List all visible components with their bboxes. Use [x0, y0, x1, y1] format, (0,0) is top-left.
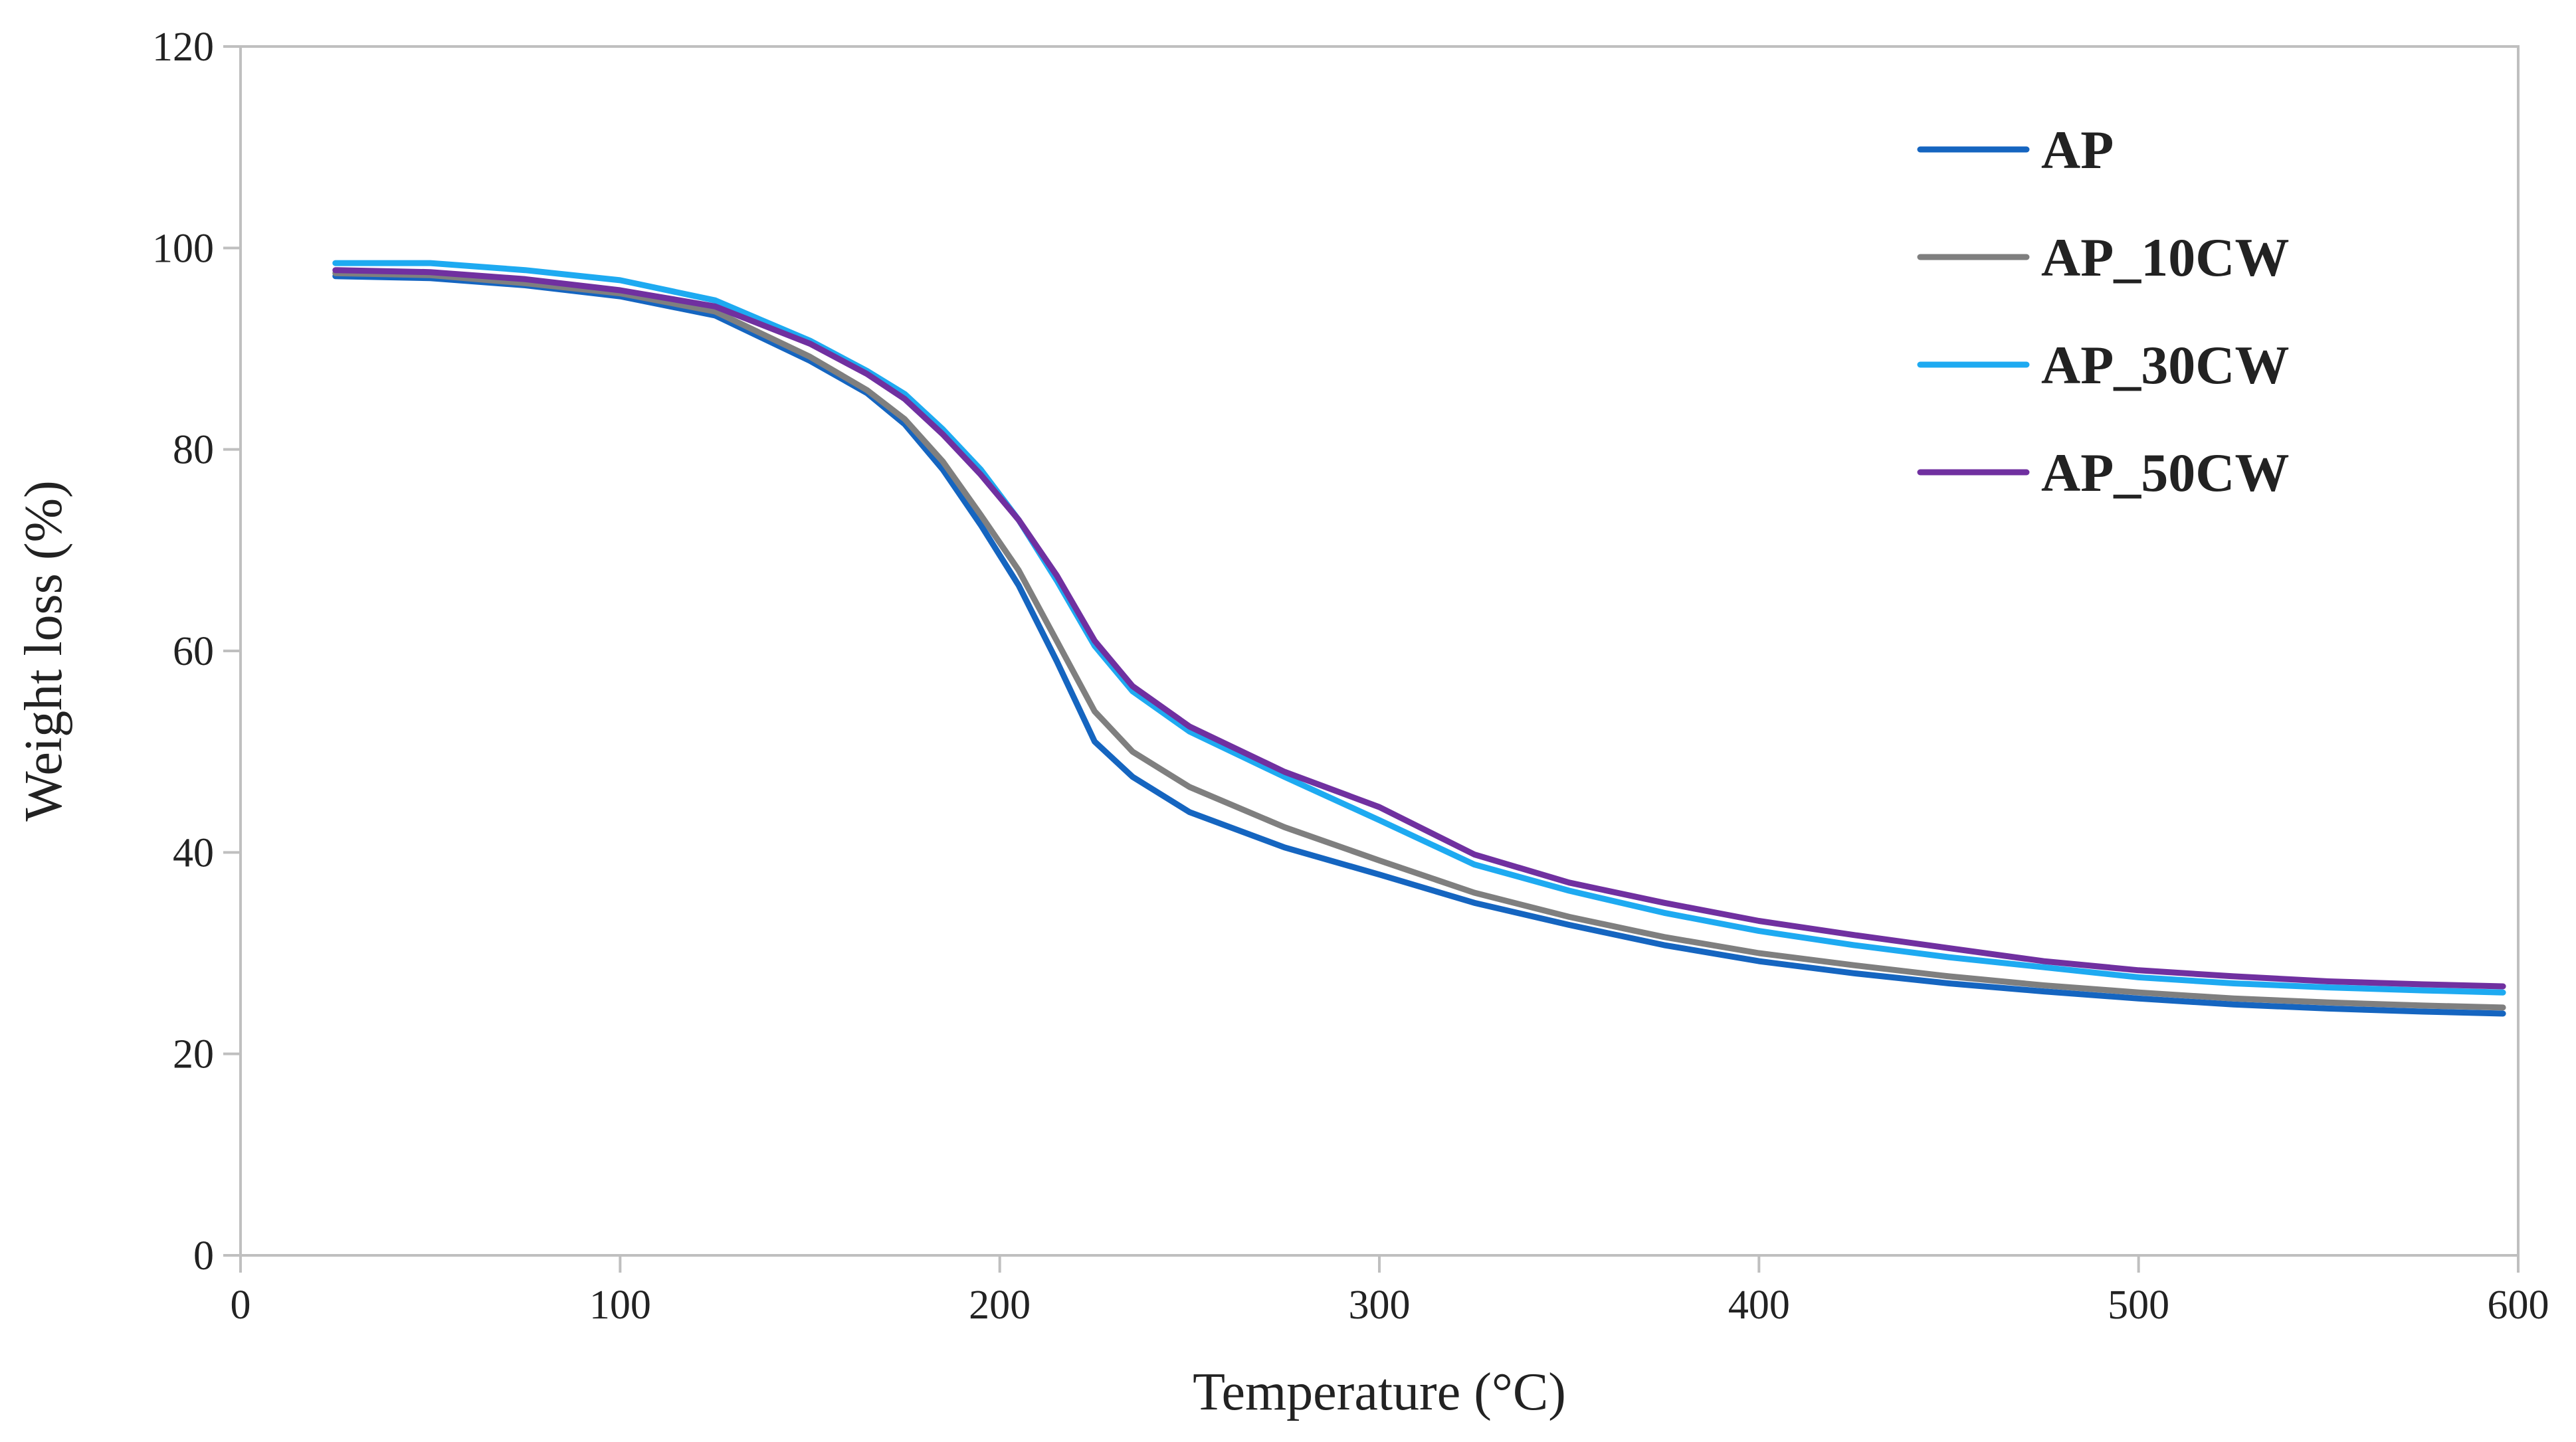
x-tick-label: 500: [2108, 1283, 2169, 1328]
legend-label: AP: [2041, 120, 2114, 180]
series-line-ap-50cw: [332, 267, 2506, 990]
y-tick-label: 20: [173, 1032, 214, 1077]
y-tick-label: 0: [193, 1233, 214, 1279]
legend-label: AP_30CW: [2041, 335, 2290, 395]
x-tick-label: 100: [589, 1283, 651, 1328]
x-axis: 0 100 200 300 400 500 600: [231, 1255, 2549, 1328]
legend: AP AP_10CW AP_30CW AP_50CW: [1917, 120, 2290, 503]
series-line-ap-10cw: [332, 270, 2506, 1011]
x-tick-label: 200: [969, 1283, 1031, 1328]
series-line-ap: [332, 273, 2506, 1017]
y-tick-label: 100: [152, 226, 214, 271]
x-tick-label: 600: [2488, 1283, 2549, 1328]
y-tick-label: 60: [173, 629, 214, 674]
y-axis-title: Weight loss (%): [15, 480, 73, 821]
y-tick-label: 40: [173, 830, 214, 875]
legend-label: AP_10CW: [2041, 227, 2290, 288]
series-lines: [332, 260, 2506, 1017]
legend-label: AP_50CW: [2041, 442, 2290, 503]
y-tick-label: 120: [152, 25, 214, 70]
series-line-ap-30cw: [332, 260, 2506, 996]
y-axis: 0 20 40 60 80 100 120: [152, 25, 241, 1279]
y-tick-label: 80: [173, 428, 214, 473]
x-tick-label: 0: [231, 1283, 251, 1328]
x-tick-label: 400: [1728, 1283, 1790, 1328]
x-tick-label: 300: [1349, 1283, 1411, 1328]
x-axis-title: Temperature (°C): [1193, 1363, 1566, 1421]
